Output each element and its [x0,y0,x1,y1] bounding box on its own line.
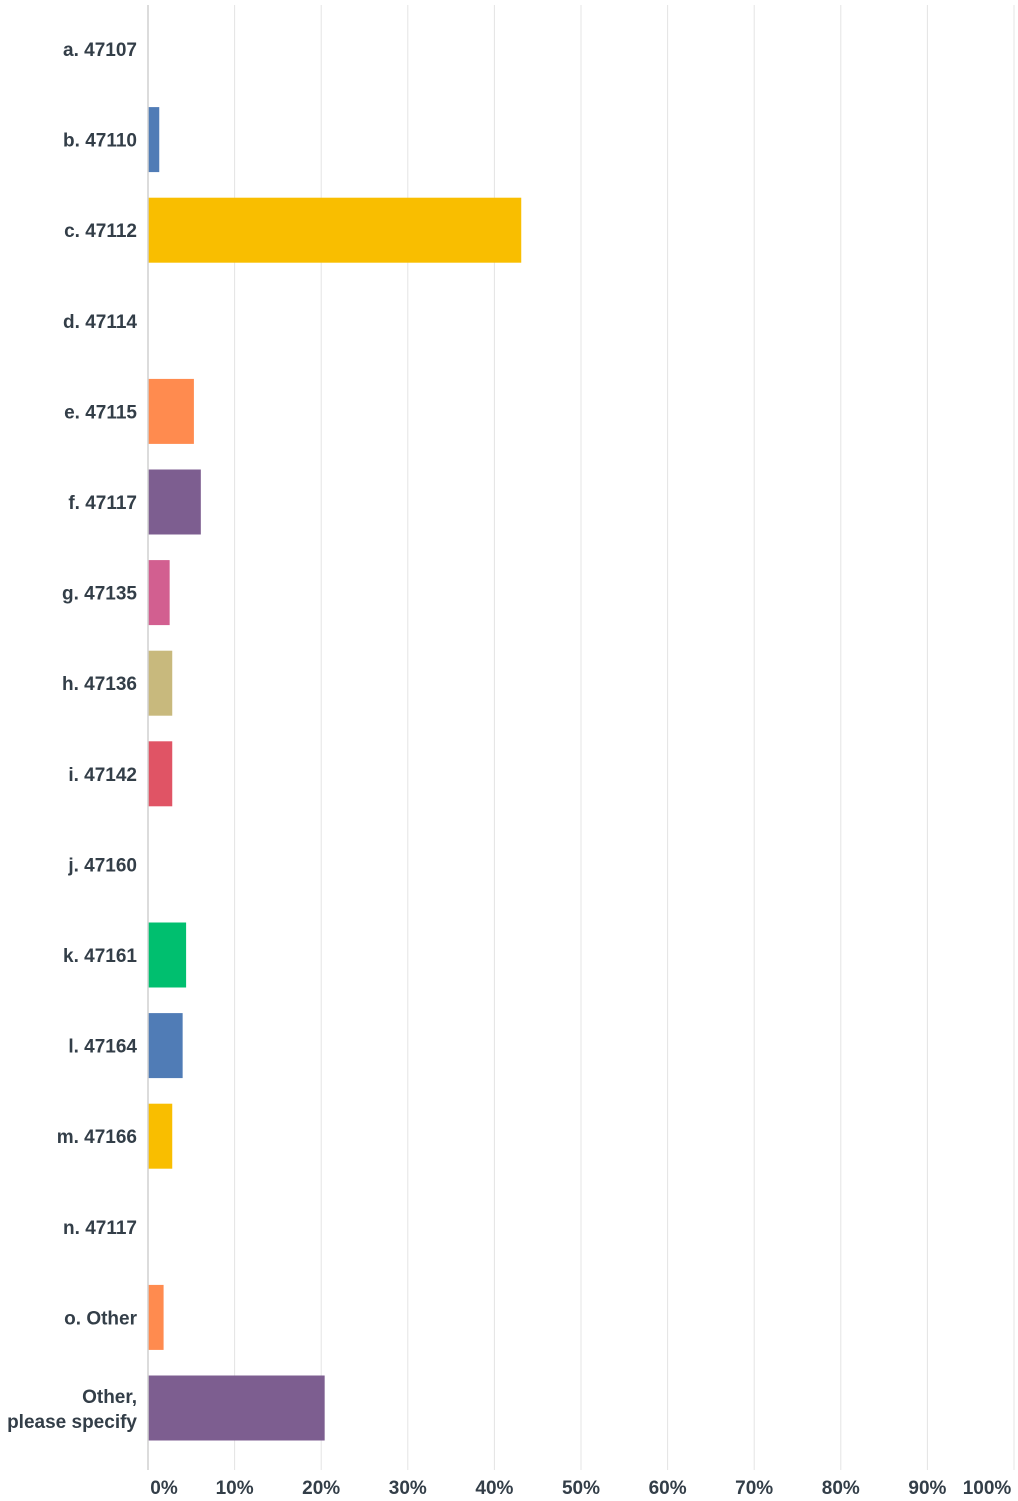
bar-8 [148,650,173,716]
category-label: f. 47117 [68,493,137,514]
x-tick-label: 80% [822,1478,860,1499]
bar-15 [148,1284,164,1350]
x-tick-label: 10% [216,1478,254,1499]
category-label: Other, please specify [7,1387,137,1433]
x-tick-label: 0% [150,1478,178,1499]
bar-11 [148,922,187,988]
category-label: b. 47110 [63,131,137,152]
category-label: i. 47142 [68,765,137,786]
x-tick-label: 50% [562,1478,600,1499]
bar-3 [148,197,522,263]
bars [148,107,522,1441]
bar-9 [148,741,173,807]
x-tick-label: 100% [963,1478,1012,1499]
x-tick-label: 70% [735,1478,773,1499]
category-label: j. 47160 [67,855,137,876]
bar-2 [148,107,160,173]
category-label: e. 47115 [64,402,137,423]
bar-7 [148,560,170,626]
bar-12 [148,1013,183,1079]
category-label: o. Other [64,1308,137,1329]
x-tick-label: 90% [908,1478,946,1499]
category-label: m. 47166 [57,1127,137,1148]
x-tick-label: 20% [302,1478,340,1499]
category-label: d. 47114 [63,312,137,333]
x-tick-label: 40% [475,1478,513,1499]
x-tick-label: 30% [389,1478,427,1499]
category-label: c. 47112 [64,221,137,242]
category-label: n. 47117 [63,1218,137,1239]
bar-5 [148,378,194,444]
category-label: g. 47135 [62,584,137,605]
category-labels: a. 47107 b. 47110 c. 47112 d. 47114 e. 47115… [7,40,138,1433]
bar-6 [148,469,201,535]
bar-13 [148,1103,173,1169]
x-axis-tick-labels: 0% 10% 20% 30% 40% 50% 60% 70% 80% 90% 100% [150,1478,1011,1499]
category-label: a. 47107 [63,40,137,61]
category-label: h. 47136 [62,674,137,695]
bar-16 [148,1375,325,1441]
category-label: k. 47161 [63,946,137,967]
x-tick-label: 60% [649,1478,687,1499]
category-label: l. 47164 [68,1037,137,1058]
